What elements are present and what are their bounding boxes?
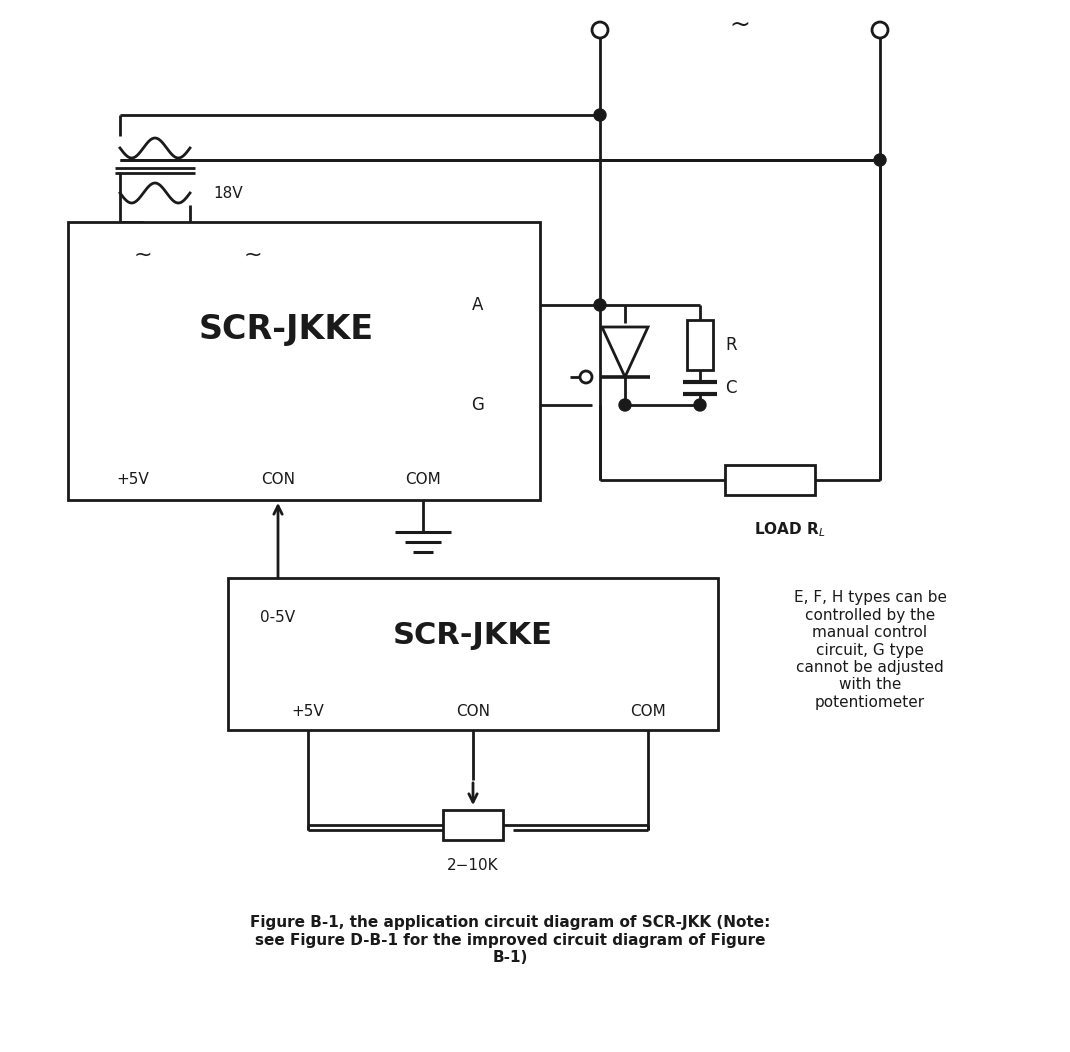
Circle shape — [874, 154, 886, 166]
Text: ~: ~ — [134, 245, 152, 265]
Text: LOAD R$_L$: LOAD R$_L$ — [754, 521, 826, 540]
Text: R: R — [725, 336, 736, 355]
Text: CON: CON — [456, 705, 490, 720]
Text: A: A — [472, 296, 484, 313]
Bar — [687, 320, 713, 370]
Bar — [68, 222, 540, 500]
Polygon shape — [602, 327, 648, 377]
Text: +5V: +5V — [292, 705, 324, 720]
Text: Figure B-1, the application circuit diagram of SCR-JKK (Note:
see Figure D-B-1 f: Figure B-1, the application circuit diag… — [249, 915, 770, 965]
Text: +5V: +5V — [117, 472, 150, 487]
Circle shape — [872, 22, 888, 38]
Text: ~: ~ — [730, 13, 750, 37]
Bar — [443, 810, 503, 839]
Text: SCR-JKKE: SCR-JKKE — [393, 621, 553, 649]
Text: 18V: 18V — [213, 185, 243, 201]
Text: COM: COM — [630, 705, 666, 720]
Bar — [725, 465, 815, 495]
Text: COM: COM — [406, 472, 441, 487]
Circle shape — [592, 22, 608, 38]
Circle shape — [594, 299, 606, 311]
Bar — [228, 578, 718, 730]
Text: ~: ~ — [244, 245, 262, 265]
Circle shape — [620, 399, 631, 411]
Text: SCR-JKKE: SCR-JKKE — [198, 313, 373, 346]
Circle shape — [694, 399, 706, 411]
Text: CON: CON — [261, 472, 295, 487]
Text: G: G — [472, 396, 485, 414]
Text: 0-5V: 0-5V — [260, 609, 295, 625]
Circle shape — [594, 109, 606, 121]
Text: C: C — [725, 379, 736, 397]
Text: E, F, H types can be
controlled by the
manual control
circuit, G type
cannot be : E, F, H types can be controlled by the m… — [794, 590, 947, 710]
Circle shape — [580, 371, 592, 383]
Text: 2−10K: 2−10K — [447, 857, 499, 872]
